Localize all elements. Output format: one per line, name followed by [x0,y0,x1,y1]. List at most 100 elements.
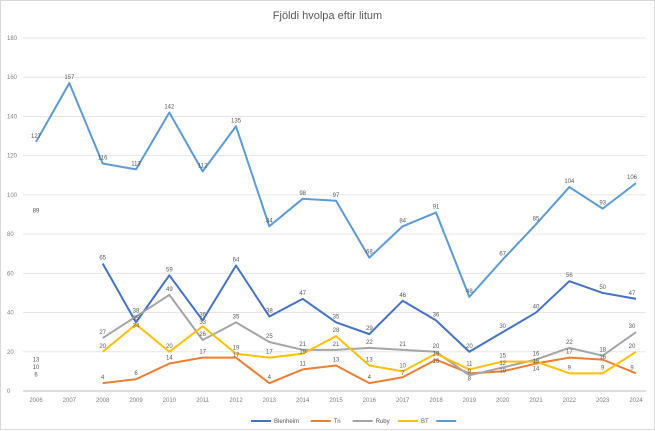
x-tick-label: 2020 [496,398,510,404]
data-label: 21 [333,342,340,348]
legend-label: BT [421,419,429,425]
data-label: 9 [468,369,472,375]
legend-label: Tri [334,419,341,425]
data-label: 17 [199,350,206,356]
data-label: 10 [499,369,506,375]
data-label: 89 [33,208,40,214]
data-label: 9 [601,365,605,371]
x-tick-label: 2009 [129,398,143,404]
data-label: 104 [564,179,575,185]
data-label: 47 [299,291,306,297]
data-label: 127 [31,134,42,140]
series-line-total [35,82,637,298]
data-label: 91 [433,205,440,211]
data-label: 35 [233,314,240,320]
chart-title: Fjöldi hvolpa eftir litum [272,10,383,22]
x-tick-label: 2016 [363,398,377,404]
data-label: 16 [433,359,440,365]
x-tick-label: 2006 [29,398,43,404]
data-label: 22 [366,340,373,346]
data-label: 21 [399,342,406,348]
data-label: 116 [98,156,108,162]
data-label: 30 [629,324,636,330]
data-label: 11 [300,361,307,367]
y-tick-label: 160 [7,75,18,81]
data-label: 67 [499,252,506,258]
x-tick-label: 2013 [263,398,277,404]
data-label: 16 [533,352,540,358]
data-label: 22 [566,340,573,346]
y-tick-label: 100 [7,193,18,199]
data-label: 65 [99,256,106,262]
data-label: 33 [199,320,206,326]
y-tick-label: 60 [7,271,14,277]
data-label: 38 [133,308,140,314]
data-label: 4 [368,375,372,381]
x-tick-label: 2022 [563,398,577,404]
data-label: 26 [199,332,206,338]
data-label: 19 [433,351,440,357]
data-label: 64 [233,257,240,263]
data-label: 19 [299,349,306,355]
data-label: 4 [101,375,105,381]
data-label: 10 [33,365,40,371]
data-label: 17 [566,350,573,356]
data-label: 142 [164,105,175,111]
x-tick-label: 2010 [163,398,177,404]
data-label: 27 [99,330,106,336]
x-tick-label: 2024 [629,398,643,404]
data-label: 17 [233,353,240,359]
data-label: 97 [333,193,340,199]
y-tick-label: 80 [7,232,14,238]
data-label: 93 [599,201,606,207]
data-label: 16 [599,355,606,361]
data-label: 36 [199,312,206,318]
data-label: 112 [198,163,208,169]
data-label: 21 [299,342,306,348]
data-label: 20 [629,344,636,350]
x-tick-label: 2023 [596,398,610,404]
data-label: 29 [366,326,373,332]
x-tick-label: 2014 [296,398,310,404]
y-tick-label: 140 [7,114,18,120]
y-tick-label: 0 [7,389,11,395]
data-label: 17 [266,350,273,356]
data-label: 38 [266,308,273,314]
x-tick-label: 2018 [429,398,443,404]
data-label: 10 [399,363,406,369]
data-label: 19 [233,346,240,352]
data-label: 85 [533,216,540,222]
data-label: 20 [166,344,173,350]
series-line-ruby [102,293,637,377]
y-tick-label: 120 [7,154,18,160]
data-label: 13 [33,358,40,364]
series-line-blenheim [101,263,637,353]
data-label: 34 [133,323,140,329]
data-label: 9 [568,365,572,371]
x-tick-label: 2008 [96,398,110,404]
data-label: 7 [401,371,405,377]
y-tick-label: 40 [7,311,14,317]
data-label: 20 [99,344,106,350]
data-label: 35 [333,314,340,320]
data-label: 6 [134,371,138,377]
data-label: 18 [599,348,606,354]
data-label: 56 [566,273,573,279]
x-tick-label: 2019 [463,398,477,404]
data-label: 40 [533,305,540,311]
data-label: 48 [466,289,473,295]
data-label: 84 [399,218,406,224]
data-label: 11 [466,361,473,367]
x-tick-label: 2011 [196,398,210,404]
series-line-tri [102,356,637,385]
data-label: 113 [131,161,141,167]
data-label: 157 [64,75,75,81]
data-label: 15 [499,354,506,360]
data-label: 98 [299,191,306,197]
data-label: 49 [166,287,173,293]
data-label: 106 [627,175,638,181]
data-label: 14 [533,367,540,373]
data-label: 46 [399,293,406,299]
data-label: 84 [266,218,273,224]
